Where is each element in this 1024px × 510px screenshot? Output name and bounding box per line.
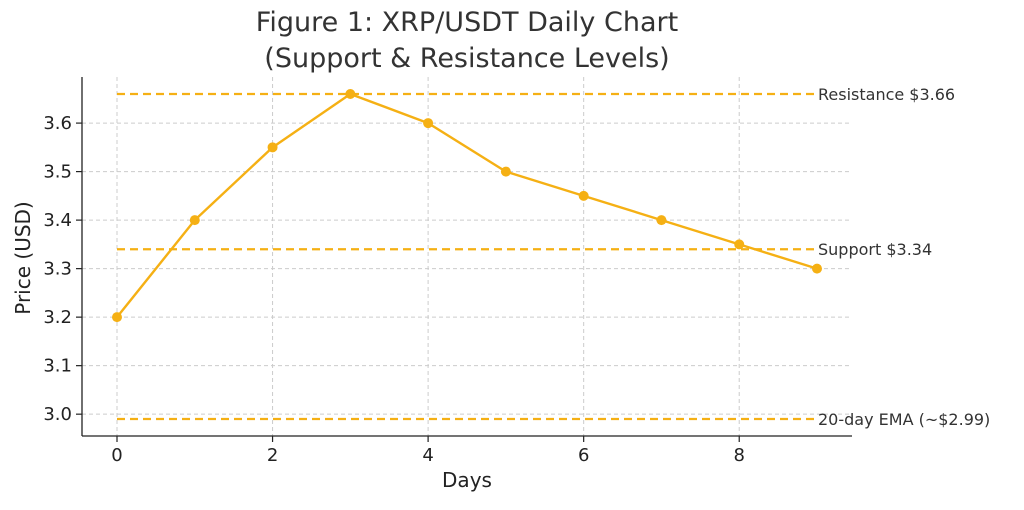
data-point — [423, 118, 434, 129]
y-axis-label: Price (USD) — [11, 201, 35, 315]
y-tick-label: 3.6 — [43, 113, 72, 134]
y-tick-label: 3.2 — [43, 307, 72, 328]
y-tick-label: 3.4 — [43, 210, 72, 231]
x-tick-label: 2 — [267, 445, 278, 466]
series-line — [116, 92, 818, 318]
data-point — [656, 215, 667, 226]
reference-lines: Resistance $3.66 Support $3.34 20-day EMA … — [117, 85, 990, 429]
data-point — [500, 166, 511, 177]
data-point — [345, 88, 356, 99]
chart-title-line-2: (Support & Resistance Levels) — [264, 43, 669, 74]
reference-line-label: Support $3.34 — [818, 240, 932, 259]
data-point — [267, 142, 278, 153]
x-tick-label: 4 — [422, 445, 433, 466]
x-tick-label: 0 — [111, 445, 122, 466]
data-point — [812, 263, 822, 274]
x-axis-label: Days — [442, 468, 492, 492]
reference-line-label: 20-day EMA (~$2.99) — [818, 410, 990, 429]
data-point — [734, 239, 745, 250]
grid — [82, 77, 852, 436]
y-tick-label: 3.5 — [43, 162, 72, 183]
y-tick-label: 3.3 — [43, 259, 72, 280]
chart-title-line-1: Figure 1: XRP/USDT Daily Chart — [256, 7, 678, 38]
series — [112, 88, 822, 323]
x-tick-label: 8 — [733, 445, 744, 466]
data-point — [578, 190, 589, 201]
ticks: 0 2 4 6 8 3.0 3.1 3.2 3.3 3.4 3.5 3.6 — [43, 113, 745, 466]
axes — [81, 77, 852, 437]
data-point — [112, 312, 122, 323]
x-tick-label: 6 — [578, 445, 589, 466]
reference-line-label: Resistance $3.66 — [818, 85, 955, 104]
y-tick-label: 3.0 — [43, 404, 72, 425]
y-tick-label: 3.1 — [43, 356, 72, 377]
data-point — [189, 215, 200, 226]
